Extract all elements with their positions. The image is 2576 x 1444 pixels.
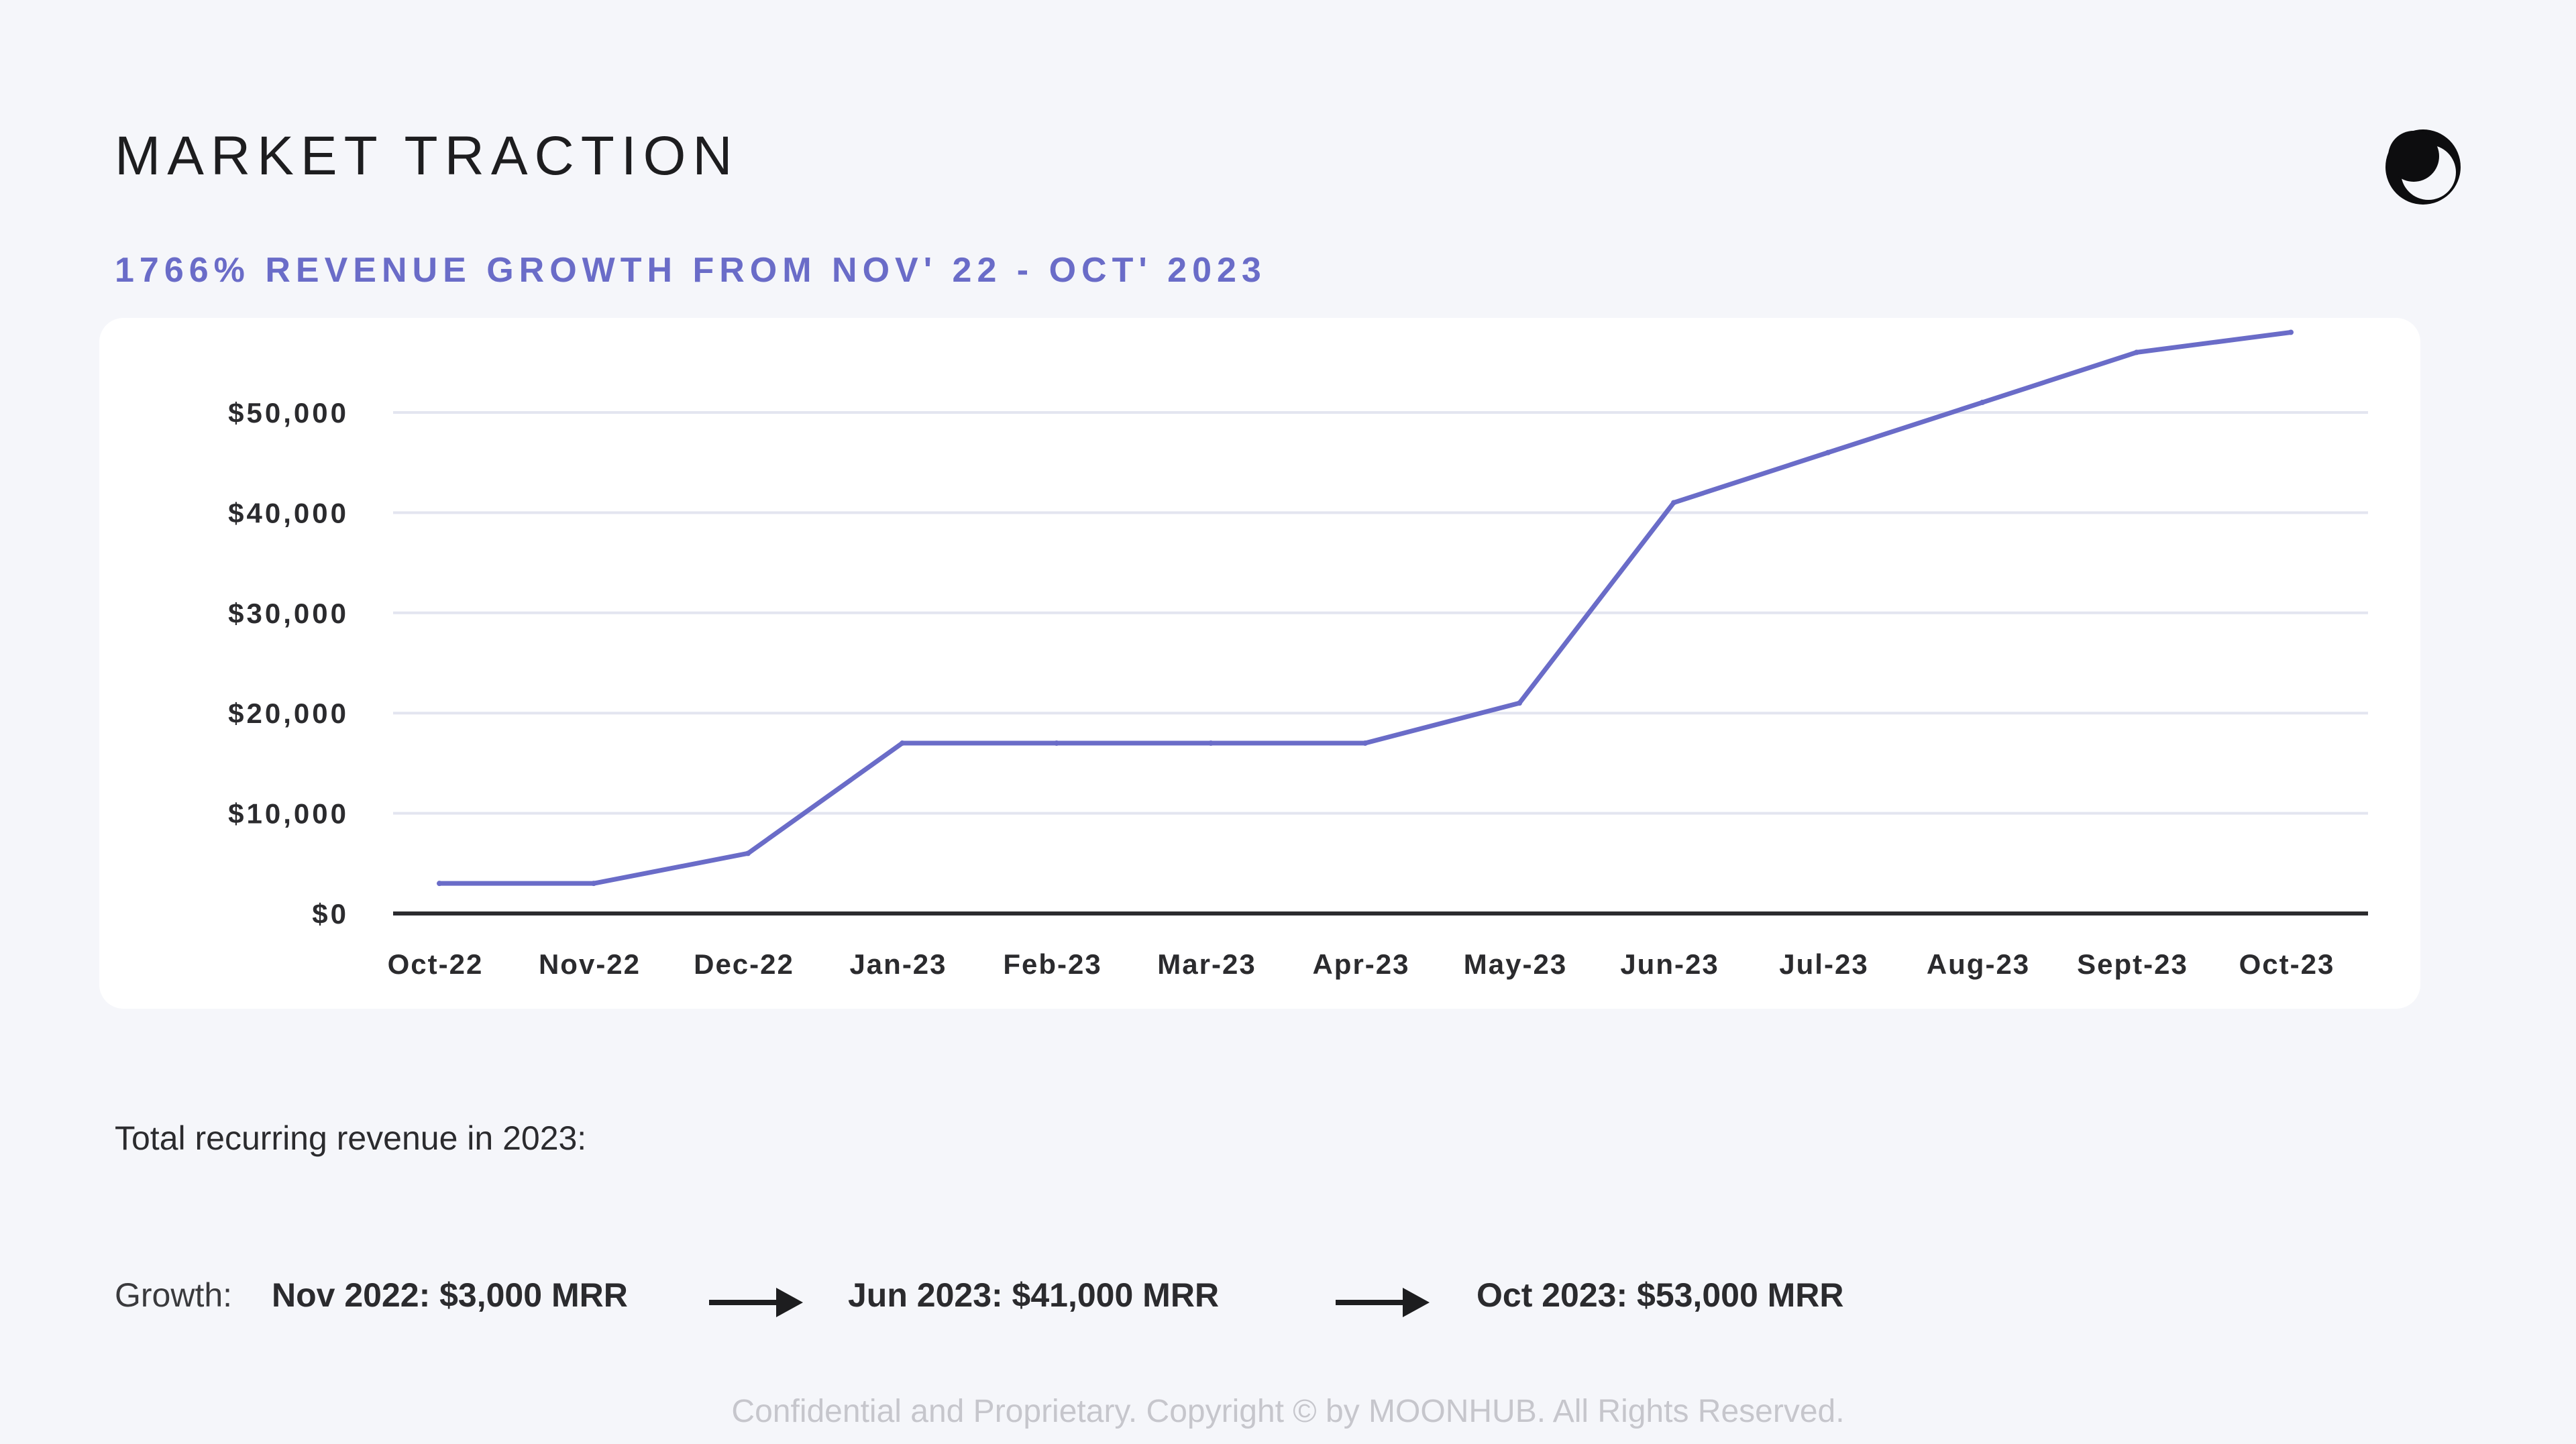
revenue-line-chart: $0 $10,000 $20,000 $30,000 $40,000 $50,000 Oct… bbox=[228, 329, 2368, 980]
x-tick-label: Dec-22 bbox=[694, 948, 794, 980]
data-point bbox=[1054, 740, 1059, 746]
x-tick-label: Jun-23 bbox=[1620, 948, 1719, 980]
series-line bbox=[437, 329, 2294, 886]
y-tick-label: $30,000 bbox=[228, 598, 349, 629]
right-arrow-icon bbox=[1336, 1288, 1430, 1317]
chart-card: $0 $10,000 $20,000 $30,000 $40,000 $50,000 Oct… bbox=[99, 318, 2420, 1009]
x-tick-label: Apr-23 bbox=[1312, 948, 1409, 980]
x-tick-label: Oct-22 bbox=[388, 948, 484, 980]
page-title: MARKET TRACTION bbox=[115, 125, 739, 186]
x-tick-label: Jul-23 bbox=[1779, 948, 1868, 980]
growth-summary: Growth: Nov 2022: $3,000 MRR Jun 2023: $… bbox=[115, 1276, 2463, 1329]
footer-copyright: Confidential and Proprietary. Copyright … bbox=[731, 1394, 1845, 1429]
data-point bbox=[2134, 349, 2139, 355]
data-point bbox=[1671, 500, 1676, 506]
right-arrow-icon bbox=[709, 1288, 803, 1317]
y-tick-label: $0 bbox=[312, 898, 349, 930]
data-point bbox=[1825, 449, 1831, 455]
y-tick-label: $50,000 bbox=[228, 397, 349, 429]
data-point bbox=[745, 850, 751, 856]
data-point bbox=[900, 740, 905, 746]
data-point bbox=[437, 881, 442, 887]
x-tick-label: Oct-23 bbox=[2239, 948, 2335, 980]
page-subtitle: 1766% REVENUE GROWTH FROM NOV' 22 - OCT'… bbox=[115, 251, 1267, 290]
y-tick-label: $40,000 bbox=[228, 497, 349, 529]
data-point bbox=[1208, 740, 1214, 746]
x-tick-label: May-23 bbox=[1464, 948, 1567, 980]
x-tick-label: Sept-23 bbox=[2077, 948, 2188, 980]
x-tick-label: Aug-23 bbox=[1927, 948, 2030, 980]
growth-step-oct-2023: Oct 2023: $53,000 MRR bbox=[1477, 1276, 1844, 1314]
x-tick-label: Jan-23 bbox=[849, 948, 947, 980]
data-point bbox=[1517, 700, 1522, 706]
y-tick-label: $10,000 bbox=[228, 798, 349, 830]
x-tick-label: Nov-22 bbox=[539, 948, 641, 980]
growth-label: Growth: bbox=[115, 1276, 233, 1314]
data-point bbox=[2288, 329, 2294, 335]
growth-step-jun-2023: Jun 2023: $41,000 MRR bbox=[848, 1276, 1220, 1314]
total-recurring-revenue-label: Total recurring revenue in 2023: bbox=[115, 1119, 587, 1157]
y-tick-label: $20,000 bbox=[228, 698, 349, 729]
x-tick-label: Feb-23 bbox=[1003, 948, 1102, 980]
x-tick-label: Mar-23 bbox=[1157, 948, 1256, 980]
growth-step-nov-2022: Nov 2022: $3,000 MRR bbox=[272, 1276, 628, 1314]
data-point bbox=[1980, 400, 1985, 406]
data-point bbox=[591, 881, 596, 887]
data-point bbox=[1362, 740, 1368, 746]
moon-crescent-icon bbox=[2385, 129, 2461, 205]
